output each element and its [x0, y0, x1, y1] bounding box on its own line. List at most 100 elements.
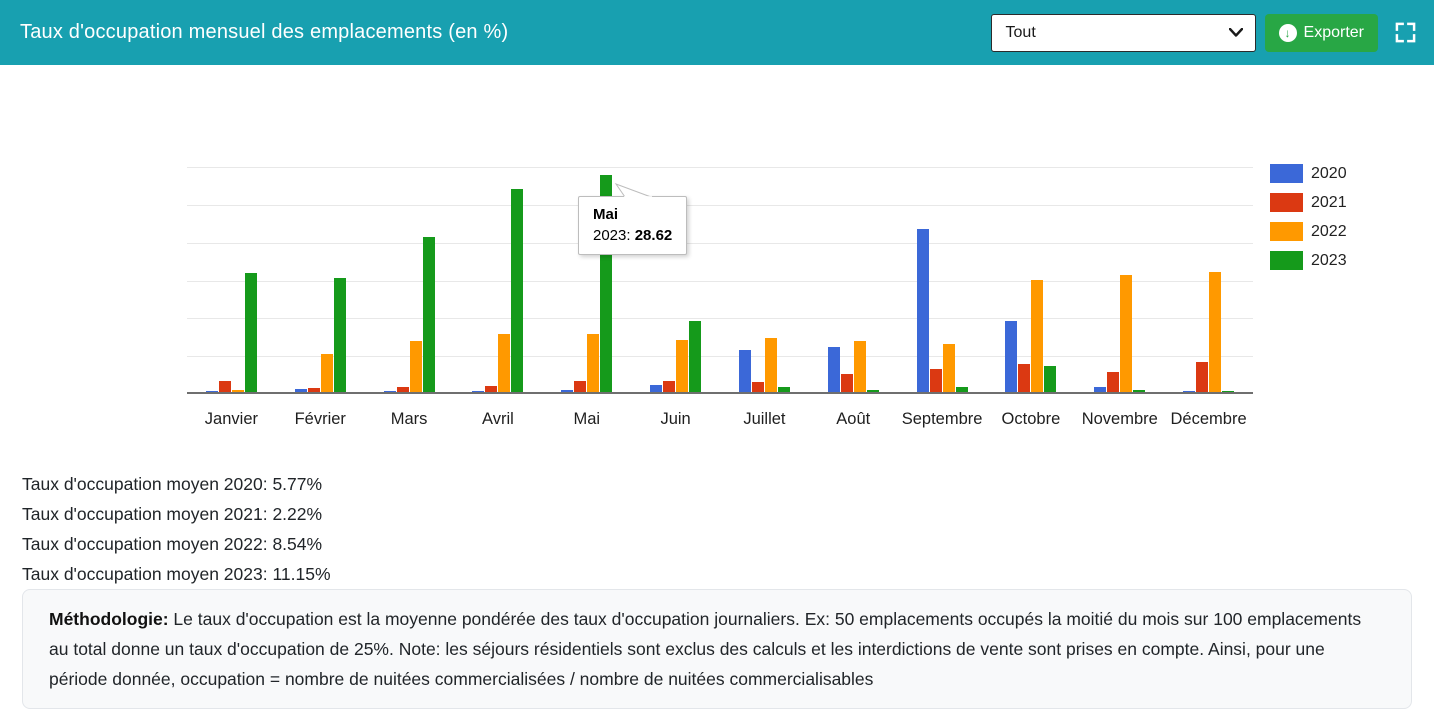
- bar-2020-octobre[interactable]: [1005, 321, 1017, 392]
- bar-2021-février[interactable]: [308, 388, 320, 392]
- page-title: Taux d'occupation mensuel des emplacemen…: [20, 21, 509, 43]
- bar-2023-août[interactable]: [867, 390, 879, 392]
- bar-2021-mars[interactable]: [397, 387, 409, 392]
- bar-2022-novembre[interactable]: [1120, 275, 1132, 392]
- bar-2020-novembre[interactable]: [1094, 387, 1106, 392]
- bar-2020-janvier[interactable]: [206, 391, 218, 392]
- bar-2021-janvier[interactable]: [219, 381, 231, 392]
- bar-2021-juillet[interactable]: [752, 382, 764, 392]
- bar-2023-juillet[interactable]: [778, 387, 790, 392]
- bar-2023-février[interactable]: [334, 278, 346, 392]
- bar-2023-décembre[interactable]: [1222, 391, 1234, 392]
- bar-2022-octobre[interactable]: [1031, 280, 1043, 392]
- x-axis-label-décembre: Décembre: [1170, 410, 1247, 428]
- tooltip-value-line: 2023: 28.62: [593, 227, 673, 244]
- bar-2023-janvier[interactable]: [245, 273, 257, 392]
- average-stat-line-1: Taux d'occupation moyen 2021: 2.22%: [22, 504, 323, 524]
- legend-item-2022: 2022: [1270, 222, 1347, 241]
- export-button-label: Exporter: [1303, 23, 1364, 41]
- gridline-30: [187, 167, 1253, 168]
- fullscreen-icon[interactable]: [1390, 18, 1420, 48]
- bar-2021-juin[interactable]: [663, 381, 675, 392]
- legend-item-2023: 2023: [1270, 251, 1347, 270]
- legend-label-2020: 2020: [1311, 164, 1347, 182]
- bar-2022-mai[interactable]: [587, 334, 599, 392]
- widget-header: Taux d'occupation mensuel des emplacemen…: [0, 0, 1434, 65]
- tooltip-value: 28.62: [634, 227, 673, 244]
- methodology-note: Méthodologie: Le taux d'occupation est l…: [22, 589, 1412, 709]
- period-filter-select[interactable]: Tout: [990, 13, 1256, 52]
- legend-swatch-2023: [1270, 251, 1303, 270]
- x-axis-label-février: Février: [294, 410, 346, 428]
- bar-2021-avril[interactable]: [485, 386, 497, 392]
- tooltip-month: Mai: [593, 206, 619, 223]
- bar-2020-avril[interactable]: [472, 391, 484, 392]
- period-filter-value: Tout: [1005, 23, 1036, 41]
- x-axis-label-mars: Mars: [390, 410, 428, 428]
- chart-legend: 2020 2021 2022 2023: [1270, 164, 1347, 280]
- bar-2020-août[interactable]: [828, 347, 840, 392]
- bar-2022-janvier[interactable]: [232, 390, 244, 392]
- bar-2020-juin[interactable]: [650, 385, 662, 392]
- bar-2020-mars[interactable]: [384, 391, 396, 392]
- x-axis-label-mai: Mai: [573, 410, 601, 428]
- bar-2021-novembre[interactable]: [1107, 372, 1119, 392]
- export-button[interactable]: ↓ Exporter: [1264, 13, 1378, 52]
- x-axis-label-juillet: Juillet: [743, 410, 786, 428]
- average-stat-line-0: Taux d'occupation moyen 2020: 5.77%: [22, 474, 323, 494]
- bar-2022-février[interactable]: [321, 354, 333, 392]
- bar-2020-décembre[interactable]: [1183, 391, 1195, 392]
- bar-2020-juillet[interactable]: [739, 350, 751, 392]
- bar-2023-mars[interactable]: [423, 237, 435, 392]
- gridline-15: [187, 280, 1253, 282]
- bar-2023-juin[interactable]: [689, 321, 701, 392]
- bar-2022-mars[interactable]: [410, 341, 422, 392]
- tooltip-callout: [614, 183, 652, 198]
- bar-2022-juin[interactable]: [676, 340, 688, 392]
- average-stats: Taux d'occupation moyen 2020: 5.77% Taux …: [22, 469, 331, 589]
- chevron-down-icon: [1228, 28, 1243, 37]
- legend-item-2021: 2021: [1270, 193, 1347, 212]
- gridline-20: [187, 242, 1253, 244]
- download-circle-icon: ↓: [1278, 23, 1297, 42]
- legend-item-2020: 2020: [1270, 164, 1347, 183]
- gridline-10: [187, 318, 1253, 320]
- methodology-label: Méthodologie:: [49, 609, 169, 629]
- bar-2021-décembre[interactable]: [1196, 362, 1208, 392]
- chart-plot-area: [187, 167, 1253, 394]
- bar-2020-mai[interactable]: [561, 390, 573, 392]
- x-axis-label-août: Août: [836, 410, 871, 428]
- bar-2022-juillet[interactable]: [765, 338, 777, 392]
- x-axis-label-avril: Avril: [482, 410, 514, 428]
- legend-swatch-2022: [1270, 222, 1303, 241]
- bar-2020-septembre[interactable]: [917, 229, 929, 392]
- bar-2021-septembre[interactable]: [930, 369, 942, 392]
- bar-2022-septembre[interactable]: [943, 344, 955, 392]
- average-stat-line-3: Taux d'occupation moyen 2023: 11.15%: [22, 564, 331, 584]
- bar-2021-octobre[interactable]: [1018, 364, 1030, 392]
- x-axis-label-juin: Juin: [660, 410, 691, 428]
- x-axis-label-janvier: Janvier: [204, 410, 259, 428]
- gridline-5: [187, 356, 1253, 358]
- legend-label-2023: 2023: [1311, 251, 1347, 269]
- x-axis-label-octobre: Octobre: [1001, 410, 1061, 428]
- bar-2023-novembre[interactable]: [1133, 390, 1145, 392]
- legend-swatch-2020: [1270, 164, 1303, 183]
- average-stat-line-2: Taux d'occupation moyen 2022: 8.54%: [22, 534, 323, 554]
- bar-2022-décembre[interactable]: [1209, 272, 1221, 392]
- bar-2023-avril[interactable]: [511, 189, 523, 392]
- x-axis-label-novembre: Novembre: [1081, 410, 1158, 428]
- legend-label-2021: 2021: [1311, 193, 1347, 211]
- legend-label-2022: 2022: [1311, 222, 1347, 240]
- bar-2020-février[interactable]: [295, 389, 307, 392]
- bar-2021-mai[interactable]: [574, 381, 586, 392]
- legend-swatch-2021: [1270, 193, 1303, 212]
- bar-2022-avril[interactable]: [498, 334, 510, 392]
- bar-2021-août[interactable]: [841, 374, 853, 392]
- bar-2023-octobre[interactable]: [1044, 366, 1056, 392]
- header-controls: Tout ↓ Exporter: [990, 0, 1420, 65]
- occupancy-chart: Janvier Février Mars Avril Mai Juin Juillet Aoû…: [0, 65, 1434, 470]
- bar-2022-août[interactable]: [854, 341, 866, 392]
- bar-2023-septembre[interactable]: [956, 387, 968, 392]
- methodology-text: Le taux d'occupation est la moyenne pond…: [49, 609, 1362, 689]
